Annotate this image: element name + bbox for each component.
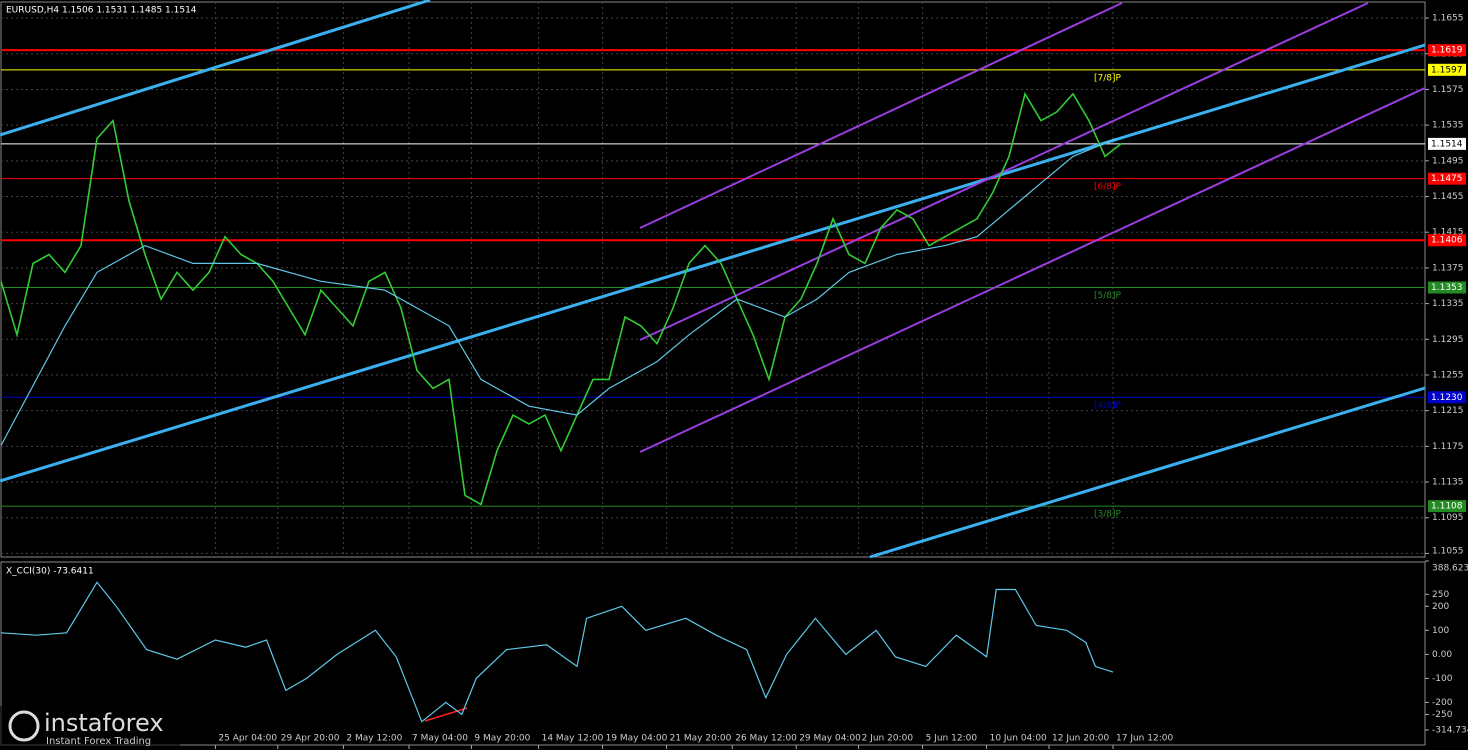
- y-tick-label: 1.1335: [1432, 299, 1464, 309]
- x-tick-label: 21 May 20:00: [670, 734, 732, 744]
- series-line: [0, 91, 1122, 506]
- x-tick-label: 2 May 12:00: [346, 734, 402, 744]
- y-tick-label: 388.6237: [1432, 564, 1468, 574]
- x-tick-label: 19 May 04:00: [606, 734, 668, 744]
- level-name: [6/8]P: [1094, 182, 1122, 192]
- y-tick-label: 1.1655: [1432, 14, 1464, 24]
- y-tick-label: 1.1535: [1432, 121, 1464, 131]
- y-tick-label: 1.1135: [1432, 478, 1464, 488]
- watermark-logo: [8, 710, 40, 742]
- level-box: [1428, 500, 1466, 513]
- trend-line: [869, 386, 1426, 559]
- level-name: [3/8]P: [1094, 510, 1122, 520]
- level-label: 1.1108: [1431, 502, 1463, 512]
- level-label: 1.1230: [1431, 393, 1463, 403]
- level-name: [4/8]P: [1094, 401, 1122, 411]
- level-label: 1.1597: [1431, 65, 1463, 75]
- level-label: 1.1619: [1431, 46, 1463, 56]
- x-tick-label: 29 May 04:00: [799, 734, 861, 744]
- y-tick-label: 100: [1432, 626, 1449, 636]
- y-tick-label: 1.1375: [1432, 263, 1464, 273]
- level-box: [1428, 172, 1466, 185]
- price-panel: [0, 1, 1426, 558]
- y-tick-label: -250: [1432, 710, 1453, 720]
- y-tick-label: 1.1295: [1432, 335, 1464, 345]
- y-tick-label: 1.1495: [1432, 156, 1464, 166]
- x-tick-label: 29 Apr 20:00: [281, 734, 340, 744]
- watermark-brand: instaforex: [44, 709, 164, 737]
- x-tick-label: 9 May 20:00: [474, 734, 530, 744]
- trend-line: [0, 0, 431, 137]
- y-tick-label: 1.1575: [1432, 85, 1464, 95]
- y-tick-label: 1.1455: [1432, 192, 1464, 202]
- chart-title: EURUSD,H4 1.1506 1.1531 1.1485 1.1514: [6, 6, 197, 16]
- x-tick-label: 5 Jun 12:00: [926, 734, 978, 744]
- trend-lines: [0, 0, 1426, 559]
- level-label: 1.1406: [1431, 236, 1463, 246]
- plot: [0, 91, 1122, 723]
- level-label: 1.1514: [1431, 139, 1463, 149]
- level-box: [1428, 234, 1466, 247]
- y-tick-label: 200: [1432, 602, 1449, 612]
- level-box: [1428, 63, 1466, 76]
- y-tick-label: 1.1255: [1432, 370, 1464, 380]
- x-tick-label: 10 Jun 04:00: [990, 734, 1047, 744]
- level-box: [1428, 137, 1466, 150]
- y-tick-label: 1.1095: [1432, 513, 1464, 523]
- level-box: [1428, 44, 1466, 57]
- series-line: [0, 137, 1117, 446]
- y-tick-label: 1.1215: [1432, 406, 1464, 416]
- level-name: [7/8]P: [1094, 73, 1122, 83]
- level-label: 1.1475: [1431, 174, 1463, 184]
- y-tick-label: 1.1175: [1432, 442, 1464, 452]
- y-tick-label: 0.00: [1432, 650, 1452, 660]
- level-box: [1428, 281, 1466, 294]
- x-tick-label: 26 May 12:00: [735, 734, 797, 744]
- cci-panel: [0, 561, 1426, 746]
- y-tick-label: 250: [1432, 590, 1449, 600]
- x-tick-label: 2 Jun 20:00: [862, 734, 914, 744]
- watermark-tagline: Instant Forex Trading: [46, 736, 151, 747]
- x-tick-label: 17 Jun 12:00: [1116, 734, 1173, 744]
- series-line: [0, 581, 1114, 723]
- cci-title: X_CCI(30) -73.6411: [6, 567, 94, 577]
- x-tick-label: 7 May 04:00: [412, 734, 468, 744]
- channel-line: [639, 2, 1123, 229]
- levels: 1.1619 1.1597 [7/8]P 1.1514 1.1475 [6/8]P 1.14…: [1, 44, 1466, 520]
- x-tick-label: 12 Jun 20:00: [1052, 734, 1109, 744]
- level-name: [5/8]P: [1094, 291, 1122, 301]
- trend-line: [0, 43, 1426, 483]
- level-label: 1.1353: [1431, 283, 1463, 293]
- x-tick-label: 25 Apr 04:00: [218, 734, 277, 744]
- y-tick-label: -314.734: [1432, 726, 1468, 736]
- divergence-line: [424, 707, 468, 722]
- x-tick-label: 14 May 12:00: [542, 734, 604, 744]
- y-tick-label: 1.1055: [1432, 547, 1464, 557]
- channel: [639, 2, 1426, 453]
- channel-line: [639, 87, 1426, 453]
- y-tick-label: -100: [1432, 674, 1453, 684]
- channel-line: [639, 2, 1369, 341]
- level-box: [1428, 391, 1466, 404]
- y-tick-label: -200: [1432, 698, 1453, 708]
- y-tick-label: 1.1415: [1432, 228, 1464, 238]
